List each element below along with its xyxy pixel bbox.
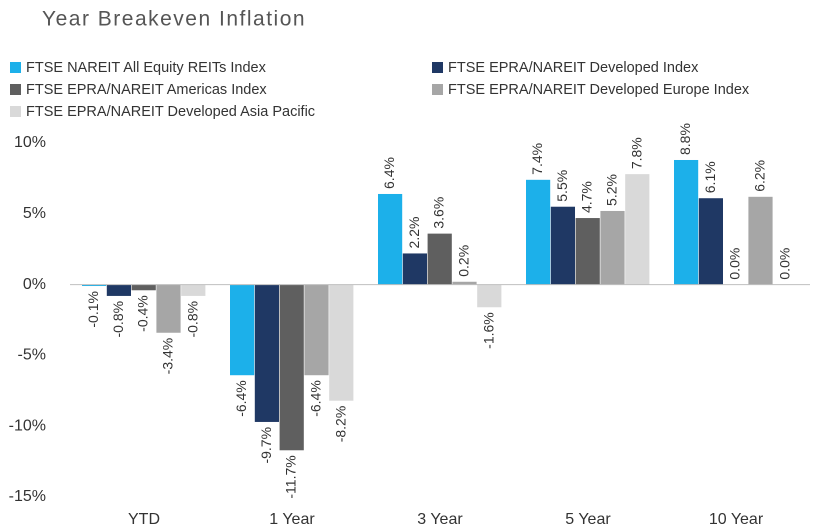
legend-label: FTSE EPRA/NAREIT Americas Index: [26, 82, 267, 98]
bar: [427, 233, 452, 285]
bar: [230, 284, 255, 376]
value-label: 3.6%: [431, 197, 447, 229]
bar: [106, 284, 131, 296]
y-tick-label: 5%: [23, 205, 46, 222]
bar: [625, 174, 650, 285]
y-tick-label: -5%: [18, 347, 46, 364]
value-label: 0.0%: [776, 248, 792, 280]
chart-title: Year Breakeven Inflation: [42, 8, 306, 31]
value-label: -0.8%: [110, 301, 126, 338]
value-label: -6.4%: [308, 380, 324, 417]
legend-swatch: [10, 84, 21, 95]
value-label: -0.1%: [85, 291, 101, 328]
x-tick-label: 10 Year: [709, 511, 764, 528]
value-label: 5.5%: [554, 170, 570, 202]
value-label: 6.2%: [752, 160, 768, 192]
legend-swatch: [10, 62, 21, 73]
bar: [181, 284, 206, 296]
y-tick-label: 10%: [14, 134, 46, 151]
value-label: 7.4%: [529, 143, 545, 175]
bar: [526, 179, 551, 285]
bar: [748, 196, 773, 285]
value-label: 6.1%: [702, 161, 718, 193]
bar: [329, 284, 354, 401]
bar: [254, 284, 279, 422]
value-label: -11.7%: [283, 455, 299, 498]
legend-swatch: [432, 84, 443, 95]
value-label: 4.7%: [579, 181, 595, 213]
y-tick-label: -15%: [9, 488, 46, 505]
bar: [698, 198, 723, 285]
value-label: 0.2%: [456, 245, 472, 277]
x-tick-label: 1 Year: [269, 511, 315, 528]
bar: [402, 253, 427, 285]
value-label: -9.7%: [258, 427, 274, 464]
legend-label: FTSE NAREIT All Equity REITs Index: [26, 60, 267, 76]
bar: [156, 284, 181, 333]
value-label: -3.4%: [160, 338, 176, 375]
bar: [452, 281, 477, 285]
value-label: -6.4%: [233, 380, 249, 417]
x-tick-label: 5 Year: [565, 511, 611, 528]
bar: [550, 206, 575, 285]
value-label: -0.4%: [135, 295, 151, 332]
bar: [378, 193, 403, 285]
bar: [477, 284, 502, 308]
x-tick-label: 3 Year: [417, 511, 463, 528]
value-label: -1.6%: [480, 312, 496, 349]
bar: [131, 284, 156, 291]
value-label: 8.8%: [677, 123, 693, 155]
value-label: 6.4%: [381, 157, 397, 189]
value-label: -8.2%: [332, 406, 348, 443]
legend-label: FTSE EPRA/NAREIT Developed Index: [448, 60, 699, 76]
value-label: 7.8%: [628, 137, 644, 169]
value-label: 5.2%: [604, 174, 620, 206]
y-tick-label: 0%: [23, 276, 46, 293]
bar: [82, 284, 107, 287]
bar: [279, 284, 304, 451]
bar: [600, 210, 625, 285]
bar: [575, 218, 600, 285]
legend-label: FTSE EPRA/NAREIT Developed Asia Pacific: [26, 104, 315, 120]
value-label: 2.2%: [406, 217, 422, 249]
bar: [674, 159, 699, 285]
bar: [304, 284, 329, 376]
legend-label: FTSE EPRA/NAREIT Developed Europe Index: [448, 82, 750, 98]
legend-swatch: [10, 106, 21, 117]
value-label: 0.0%: [727, 248, 743, 280]
y-tick-label: -10%: [9, 417, 46, 434]
legend-swatch: [432, 62, 443, 73]
x-tick-label: YTD: [128, 511, 160, 528]
value-label: -0.8%: [184, 301, 200, 338]
